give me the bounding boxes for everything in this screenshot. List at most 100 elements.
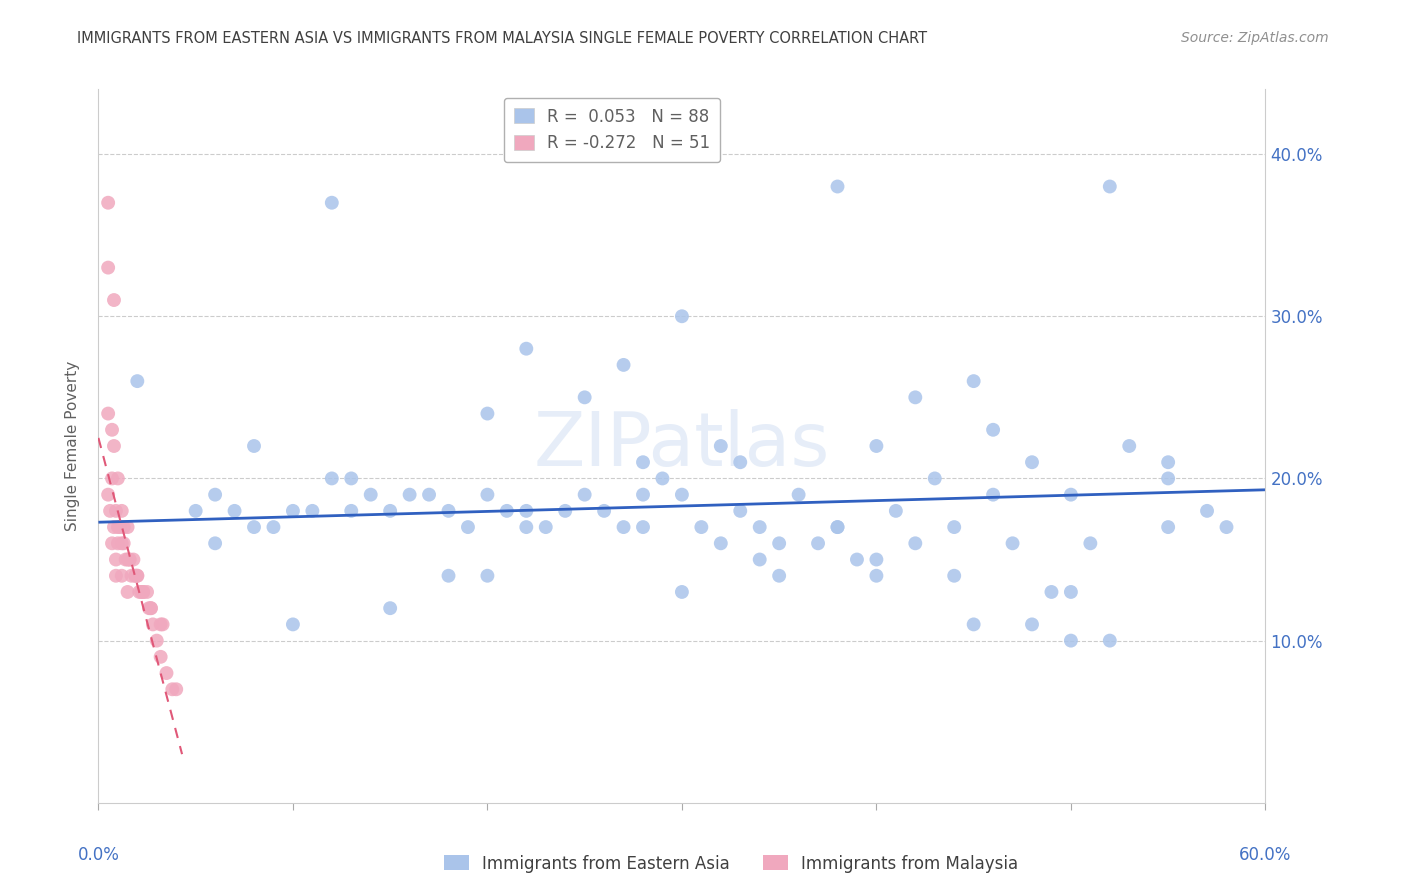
Point xyxy=(631,520,654,534)
Point xyxy=(380,504,402,518)
Text: 60.0%: 60.0% xyxy=(1239,846,1292,863)
Point xyxy=(1001,536,1024,550)
Point xyxy=(1060,633,1083,648)
Point xyxy=(380,601,402,615)
Point xyxy=(846,552,869,566)
Point xyxy=(730,455,752,469)
Point xyxy=(104,504,127,518)
Point xyxy=(121,568,143,582)
Point xyxy=(162,682,184,697)
Point xyxy=(101,471,124,485)
Point xyxy=(149,649,172,664)
Text: 0.0%: 0.0% xyxy=(77,846,120,863)
Point xyxy=(1021,455,1043,469)
Point xyxy=(117,552,139,566)
Point xyxy=(671,310,693,324)
Point xyxy=(515,520,537,534)
Point xyxy=(477,568,499,582)
Point xyxy=(962,374,984,388)
Point xyxy=(97,407,120,421)
Point xyxy=(574,488,596,502)
Point xyxy=(111,536,134,550)
Point xyxy=(690,520,713,534)
Point xyxy=(117,585,139,599)
Point xyxy=(827,179,849,194)
Point xyxy=(152,617,174,632)
Point xyxy=(613,358,636,372)
Point xyxy=(128,585,150,599)
Point xyxy=(112,536,135,550)
Point xyxy=(118,552,141,566)
Point xyxy=(321,471,343,485)
Point xyxy=(118,552,141,566)
Point xyxy=(981,488,1004,502)
Point xyxy=(1215,520,1237,534)
Point xyxy=(122,552,145,566)
Point xyxy=(139,601,162,615)
Point xyxy=(117,520,139,534)
Point xyxy=(574,390,596,404)
Point xyxy=(865,552,887,566)
Point xyxy=(1060,488,1083,502)
Point xyxy=(768,536,790,550)
Point xyxy=(1040,585,1063,599)
Point xyxy=(884,504,907,518)
Point xyxy=(149,617,172,632)
Point xyxy=(496,504,519,518)
Point xyxy=(768,568,790,582)
Point xyxy=(1098,179,1121,194)
Point xyxy=(146,633,169,648)
Point xyxy=(165,682,187,697)
Point xyxy=(132,585,155,599)
Point xyxy=(962,617,984,632)
Point xyxy=(104,568,127,582)
Point xyxy=(593,504,616,518)
Point xyxy=(321,195,343,210)
Point xyxy=(787,488,810,502)
Point xyxy=(142,617,165,632)
Point xyxy=(360,488,382,502)
Point xyxy=(534,520,557,534)
Point xyxy=(101,423,124,437)
Point xyxy=(865,568,887,582)
Point xyxy=(139,601,162,615)
Point xyxy=(281,504,304,518)
Point xyxy=(108,520,131,534)
Y-axis label: Single Female Poverty: Single Female Poverty xyxy=(65,361,80,531)
Point xyxy=(1118,439,1140,453)
Point xyxy=(224,504,246,518)
Point xyxy=(671,585,693,599)
Point xyxy=(437,568,460,582)
Point xyxy=(124,568,146,582)
Point xyxy=(98,504,121,518)
Point xyxy=(710,536,733,550)
Point xyxy=(243,439,266,453)
Point xyxy=(340,504,363,518)
Point xyxy=(112,520,135,534)
Point xyxy=(904,536,927,550)
Point xyxy=(827,520,849,534)
Point xyxy=(129,585,152,599)
Point xyxy=(827,520,849,534)
Point xyxy=(136,585,159,599)
Point xyxy=(865,439,887,453)
Point xyxy=(710,439,733,453)
Point xyxy=(184,504,207,518)
Point xyxy=(204,488,226,502)
Point xyxy=(613,520,636,534)
Point xyxy=(127,568,149,582)
Point xyxy=(981,423,1004,437)
Point xyxy=(155,666,177,681)
Point xyxy=(124,568,146,582)
Point xyxy=(127,568,149,582)
Point xyxy=(204,536,226,550)
Point xyxy=(1060,585,1083,599)
Point xyxy=(437,504,460,518)
Point xyxy=(1098,633,1121,648)
Point xyxy=(103,520,125,534)
Text: Source: ZipAtlas.com: Source: ZipAtlas.com xyxy=(1181,31,1329,45)
Point xyxy=(398,488,420,502)
Point xyxy=(132,585,155,599)
Point xyxy=(651,471,673,485)
Point xyxy=(1157,520,1180,534)
